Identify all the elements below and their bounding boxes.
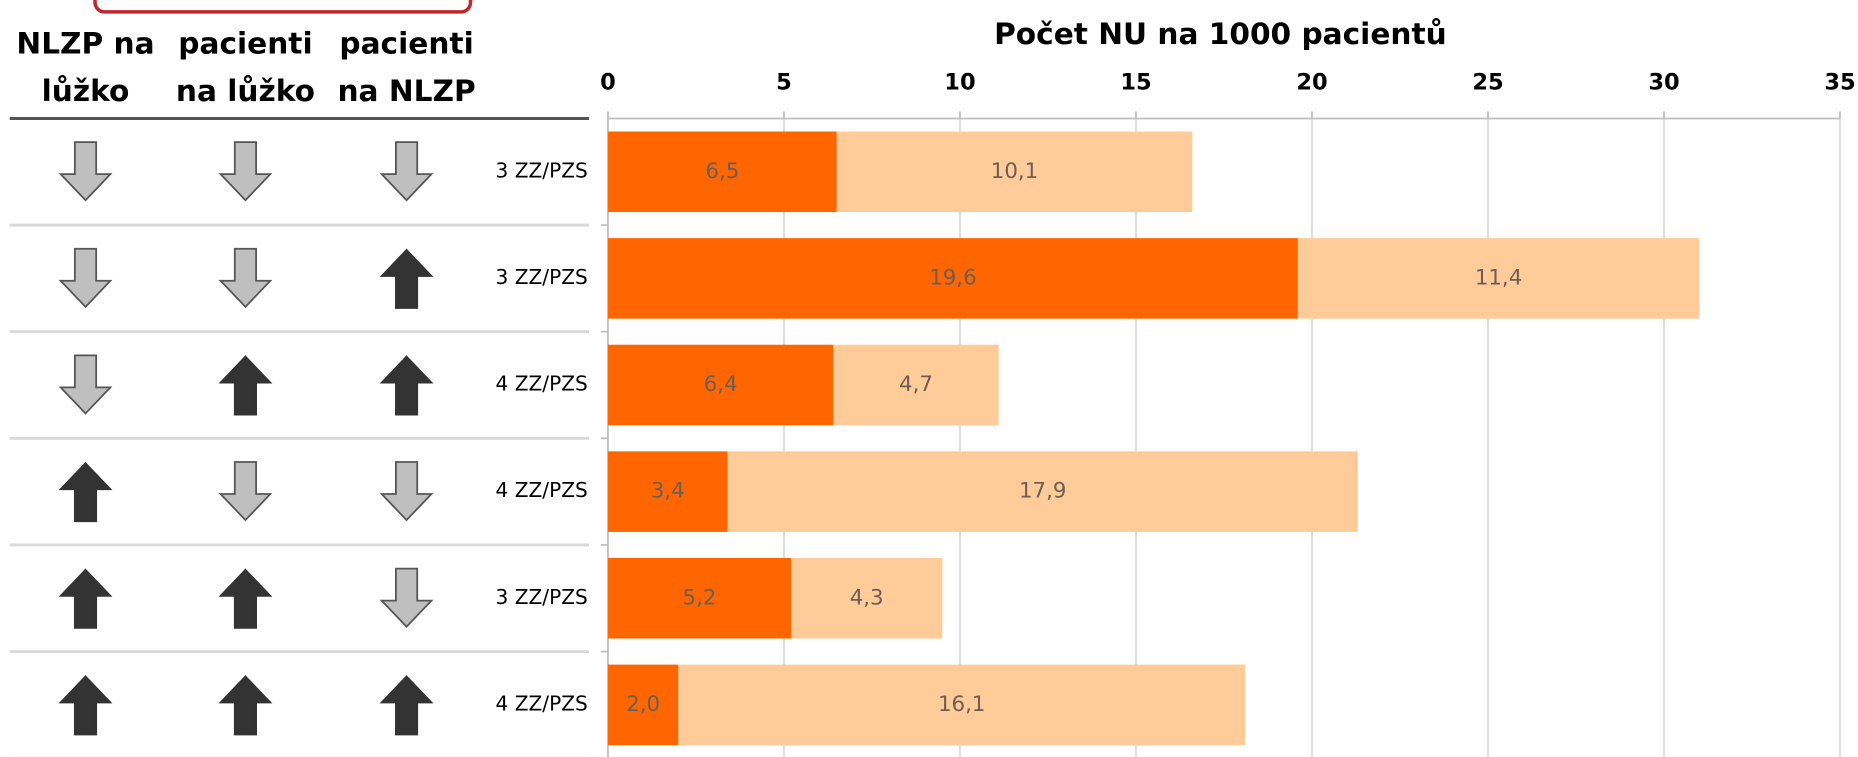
x-tick-label: 25 <box>1472 69 1503 95</box>
x-tick-label: 10 <box>944 69 975 95</box>
trend-arrow <box>379 675 434 736</box>
value-label: 3,4 <box>651 479 685 504</box>
x-tick-label: 0 <box>600 69 616 95</box>
category-label: 3 ZZ/PZS <box>496 265 588 289</box>
x-tick-label: 35 <box>1824 69 1855 95</box>
bar-segment <box>833 344 999 426</box>
trend-arrow <box>379 355 434 416</box>
category-label: 3 ZZ/PZS <box>496 585 588 609</box>
bar-segment <box>607 451 728 532</box>
trend-arrow <box>379 461 434 522</box>
trend-arrow <box>379 141 434 202</box>
value-label: 19,6 <box>929 265 976 290</box>
value-label: 2,0 <box>626 692 660 717</box>
trend-arrow <box>218 568 273 629</box>
trend-arrow <box>218 141 273 202</box>
bar-segment <box>1297 238 1700 319</box>
trend-arrow <box>379 248 434 309</box>
x-tick-label: 15 <box>1120 69 1151 95</box>
category-label: 4 ZZ/PZS <box>496 372 588 396</box>
column-header: na NLZP <box>337 74 475 108</box>
x-tick-label: 30 <box>1648 69 1679 95</box>
trend-arrow <box>218 675 273 736</box>
column-header: NLZP na <box>16 27 154 61</box>
value-label: 16,1 <box>938 692 985 717</box>
value-label: 10,1 <box>991 159 1038 184</box>
trend-arrow <box>218 461 273 522</box>
trend-arrow <box>58 675 113 736</box>
x-tick-label: 5 <box>776 69 792 95</box>
category-label: 4 ZZ/PZS <box>496 691 588 715</box>
trend-arrow <box>218 247 273 309</box>
trend-arrow <box>58 247 113 309</box>
bar-segment <box>836 131 1193 213</box>
trend-arrow <box>58 141 113 202</box>
value-label: 4,3 <box>850 585 884 610</box>
value-label: 5,2 <box>683 585 717 610</box>
trend-arrow <box>58 354 113 415</box>
value-label: 4,7 <box>899 372 933 397</box>
category-label: 4 ZZ/PZS <box>496 478 588 502</box>
bar-segment <box>607 557 792 639</box>
value-label: 6,4 <box>704 372 738 397</box>
value-label: 6,5 <box>705 159 739 184</box>
column-header: pacienti <box>178 27 312 61</box>
column-header: lůžko <box>42 73 130 108</box>
value-label: 17,9 <box>1019 479 1066 504</box>
bar-segment <box>607 664 679 746</box>
trend-arrow <box>379 567 434 628</box>
category-label: 3 ZZ/PZS <box>496 158 588 182</box>
highlight-box <box>93 0 473 14</box>
bar-segment <box>607 344 834 426</box>
bar-segment <box>607 131 837 213</box>
trend-arrow <box>58 461 113 523</box>
column-header: na lůžko <box>176 73 315 108</box>
chart-title: Počet NU na 1000 pacientů <box>994 16 1447 51</box>
trend-arrow <box>58 568 113 629</box>
bar-segment <box>607 238 1298 319</box>
column-header: pacienti <box>339 27 473 61</box>
bar-segment <box>678 664 1246 746</box>
bar-segment <box>727 451 1358 532</box>
value-label: 11,4 <box>1475 265 1522 290</box>
bar-segment <box>791 557 943 639</box>
trend-arrow <box>218 355 273 416</box>
x-tick-label: 20 <box>1296 69 1327 95</box>
